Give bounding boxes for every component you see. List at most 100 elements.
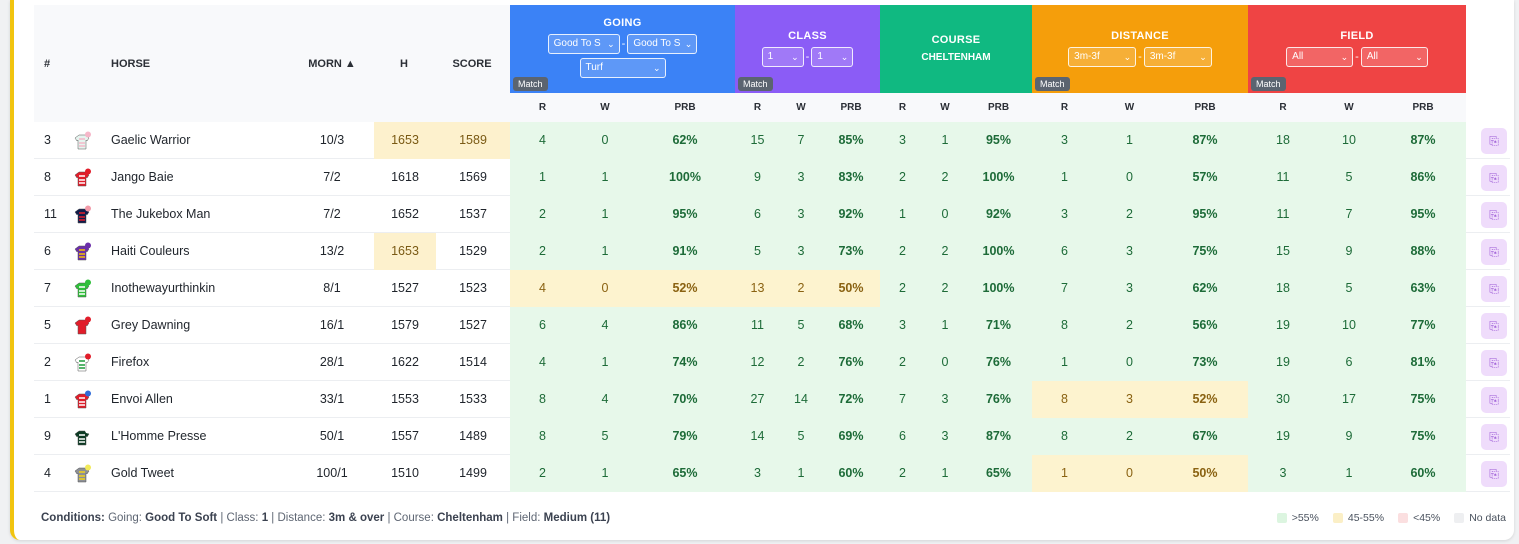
col-header-morn[interactable]: MORN ▲ xyxy=(308,57,356,70)
table-row[interactable]: 5 Grey Dawning 16/1 1579 1527 6 4 86% 11 5 68% 3 1 71… xyxy=(34,307,1510,344)
save-icon[interactable]: ⎘ xyxy=(1481,350,1507,376)
class-from-select[interactable]: 1 ⌄ xyxy=(761,47,804,67)
handicap-rating: 1527 xyxy=(391,281,419,295)
going-title: GOING xyxy=(603,17,642,29)
field-r-cell: 30 xyxy=(1248,381,1318,418)
table-row[interactable]: 9 L'Homme Presse 50/1 1557 1489 8 5 79% 14 5 69% 6 3… xyxy=(34,418,1510,455)
going-w-cell: 0 xyxy=(575,122,635,159)
going-r-cell: 1 xyxy=(510,159,575,196)
morning-price: 50/1 xyxy=(319,429,345,443)
save-icon[interactable]: ⎘ xyxy=(1481,313,1507,339)
morning-price: 13/2 xyxy=(319,244,345,258)
horse-name[interactable]: Firefox xyxy=(111,355,150,369)
distance-r-cell: 7 xyxy=(1032,270,1097,307)
course-r-header: R xyxy=(898,102,907,113)
chevron-down-icon: ⌄ xyxy=(1123,52,1132,62)
horse-name[interactable]: The Jukebox Man xyxy=(111,207,211,221)
going-from-select[interactable]: Good To S ⌄ xyxy=(547,34,620,54)
table-row[interactable]: 8 Jango Baie 7/2 1618 1569 1 1 100% 9 3 83% 2 2 100% 1… xyxy=(34,159,1510,196)
save-icon[interactable]: ⎘ xyxy=(1481,424,1507,450)
horse-name[interactable]: Jango Baie xyxy=(111,170,174,184)
runner-number: 4 xyxy=(44,466,51,480)
table-row[interactable]: 6 Haiti Couleurs 13/2 1653 1529 2 1 91% 5 3 73% 2 2 1… xyxy=(34,233,1510,270)
class-r-cell: 12 xyxy=(735,344,780,381)
horse-name[interactable]: Haiti Couleurs xyxy=(111,244,190,258)
class-prb-cell: 72% xyxy=(822,381,880,418)
course-r-cell: 2 xyxy=(880,455,925,492)
distance-w-cell: 2 xyxy=(1097,418,1162,455)
going-w-cell: 1 xyxy=(575,196,635,233)
distance-to-select[interactable]: 3m-3f ⌄ xyxy=(1143,47,1212,67)
distance-prb-cell: 62% xyxy=(1162,270,1248,307)
going-r-cell: 4 xyxy=(510,270,575,307)
jockey-silk-icon xyxy=(72,242,92,262)
class-to-select[interactable]: 1 ⌄ xyxy=(811,47,854,67)
horse-name[interactable]: Grey Dawning xyxy=(111,318,191,332)
field-prb-cell: 63% xyxy=(1380,270,1466,307)
going-r-cell: 8 xyxy=(510,381,575,418)
going-match-button[interactable]: Match xyxy=(513,77,548,91)
morning-price: 8/1 xyxy=(323,281,341,295)
distance-match-button[interactable]: Match xyxy=(1035,77,1070,91)
horse-name[interactable]: Envoi Allen xyxy=(111,392,173,406)
distance-w-cell: 3 xyxy=(1097,381,1162,418)
table-row[interactable]: 1 Envoi Allen 33/1 1553 1533 8 4 70% 27 14 72% 7 3 76… xyxy=(34,381,1510,418)
class-w-cell: 3 xyxy=(780,233,822,270)
class-match-button[interactable]: Match xyxy=(738,77,773,91)
going-w-cell: 1 xyxy=(575,455,635,492)
going-r-cell: 2 xyxy=(510,455,575,492)
save-icon[interactable]: ⎘ xyxy=(1481,202,1507,228)
save-icon[interactable]: ⎘ xyxy=(1481,461,1507,487)
save-icon[interactable]: ⎘ xyxy=(1481,276,1507,302)
stats-subheader: R W PRB R W PRB R W PRB R W PRB R W PRB xyxy=(510,93,1466,122)
handicap-rating: 1622 xyxy=(391,355,419,369)
field-prb-cell: 77% xyxy=(1380,307,1466,344)
course-w-cell: 0 xyxy=(925,196,965,233)
form-card: # HORSE MORN ▲ H SCORE GOING Good To S ⌄ -… xyxy=(10,0,1514,540)
going-surface-select[interactable]: Turf ⌄ xyxy=(579,58,666,78)
table-row[interactable]: 2 Firefox 28/1 1622 1514 4 1 74% 12 2 76% 2 0 76% 1 0 73… xyxy=(34,344,1510,381)
course-w-cell: 2 xyxy=(925,270,965,307)
going-w-cell: 4 xyxy=(575,381,635,418)
save-icon[interactable]: ⎘ xyxy=(1481,239,1507,265)
course-r-cell: 2 xyxy=(880,270,925,307)
save-icon[interactable]: ⎘ xyxy=(1481,128,1507,154)
table-row[interactable]: 3 Gaelic Warrior 10/3 1653 1589 4 0 62% 15 7 85% 3 1… xyxy=(34,122,1510,159)
class-prb-header: PRB xyxy=(840,102,862,113)
horse-name[interactable]: Gold Tweet xyxy=(111,466,175,480)
going-to-select[interactable]: Good To S ⌄ xyxy=(627,34,698,54)
field-prb-cell: 75% xyxy=(1380,418,1466,455)
col-header-h[interactable]: H xyxy=(400,57,408,70)
class-prb-cell: 83% xyxy=(822,159,880,196)
legend-item: >55% xyxy=(1276,512,1319,524)
course-r-cell: 3 xyxy=(880,122,925,159)
horse-name[interactable]: Gaelic Warrior xyxy=(111,133,191,147)
save-icon[interactable]: ⎘ xyxy=(1481,387,1507,413)
chevron-down-icon: ⌄ xyxy=(607,39,615,49)
field-from-select[interactable]: All ⌄ xyxy=(1286,47,1354,67)
field-match-button[interactable]: Match xyxy=(1251,77,1286,91)
field-r-cell: 3 xyxy=(1248,455,1318,492)
horse-name[interactable]: L'Homme Presse xyxy=(111,429,207,443)
horse-name[interactable]: Inothewayurthinkin xyxy=(111,281,216,295)
conditions-summary: Conditions: Going: Good To Soft | Class:… xyxy=(41,512,611,524)
chevron-down-icon: ⌄ xyxy=(684,39,693,49)
distance-from-select[interactable]: 3m-3f ⌄ xyxy=(1068,47,1137,67)
distance-r-cell: 1 xyxy=(1032,159,1097,196)
distance-w-header: W xyxy=(1124,102,1135,113)
jockey-silk-icon xyxy=(72,427,92,447)
distance-title: DISTANCE xyxy=(1111,30,1169,42)
handicap-rating: 1618 xyxy=(391,170,419,184)
col-header-score[interactable]: SCORE xyxy=(452,57,492,70)
table-row[interactable]: 4 Gold Tweet 100/1 1510 1499 2 1 65% 3 1 60% 2 1 65% 1… xyxy=(34,455,1510,492)
going-r-cell: 6 xyxy=(510,307,575,344)
score-value: 1537 xyxy=(459,207,487,221)
legend-label: 45-55% xyxy=(1347,512,1385,524)
class-w-cell: 5 xyxy=(780,418,822,455)
course-prb-cell: 100% xyxy=(965,159,1032,196)
save-icon[interactable]: ⎘ xyxy=(1481,165,1507,191)
class-r-cell: 11 xyxy=(735,307,780,344)
field-to-select[interactable]: All ⌄ xyxy=(1360,47,1428,67)
table-row[interactable]: 7 Inothewayurthinkin 8/1 1527 1523 4 0 52% 13 2 50… xyxy=(34,270,1510,307)
table-row[interactable]: 11 The Jukebox Man 7/2 1652 1537 2 1 95% 6 3 92% 1 0… xyxy=(34,196,1510,233)
